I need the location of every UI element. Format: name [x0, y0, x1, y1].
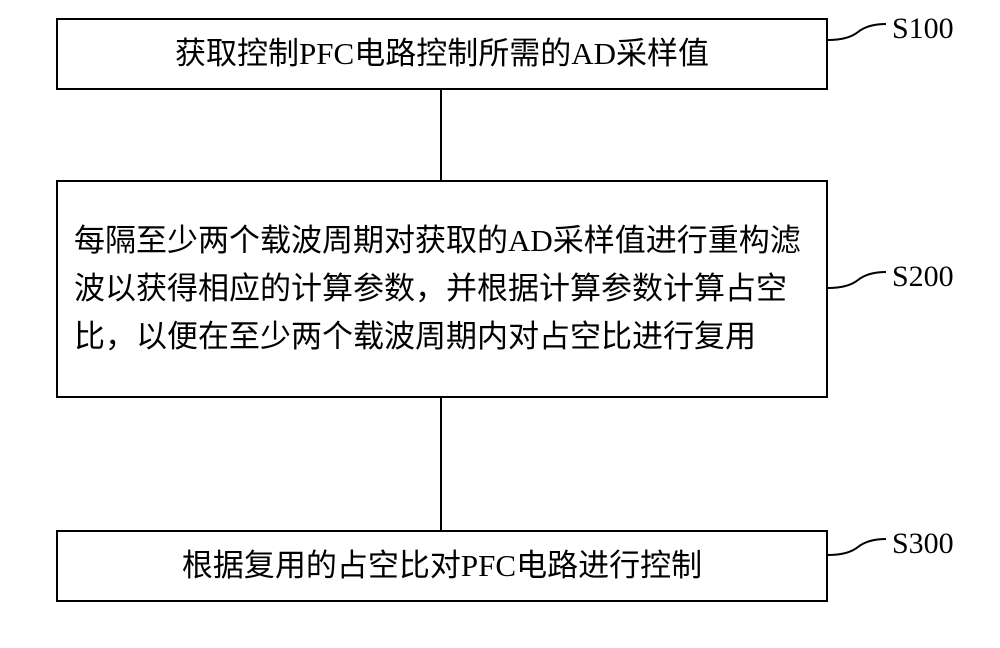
step-s200-text: 每隔至少两个载波周期对获取的AD采样值进行重构滤波以获得相应的计算参数，并根据计… — [74, 217, 810, 361]
step-s200-box: 每隔至少两个载波周期对获取的AD采样值进行重构滤波以获得相应的计算参数，并根据计… — [56, 180, 828, 398]
hook-s300 — [828, 535, 888, 575]
step-s100-text: 获取控制PFC电路控制所需的AD采样值 — [175, 30, 709, 78]
step-s300-box: 根据复用的占空比对PFC电路进行控制 — [56, 530, 828, 602]
step-s300-text: 根据复用的占空比对PFC电路进行控制 — [182, 542, 702, 590]
step-s300-label: S300 — [892, 527, 954, 561]
hook-s200 — [828, 268, 888, 308]
flowchart-canvas: 获取控制PFC电路控制所需的AD采样值 每隔至少两个载波周期对获取的AD采样值进… — [0, 0, 1000, 648]
step-s100-label: S100 — [892, 12, 954, 46]
step-s100-box: 获取控制PFC电路控制所需的AD采样值 — [56, 18, 828, 90]
hook-s100 — [828, 20, 888, 60]
edge-s200-s300 — [440, 398, 442, 530]
step-s200-label: S200 — [892, 260, 954, 294]
edge-s100-s200 — [440, 90, 442, 180]
